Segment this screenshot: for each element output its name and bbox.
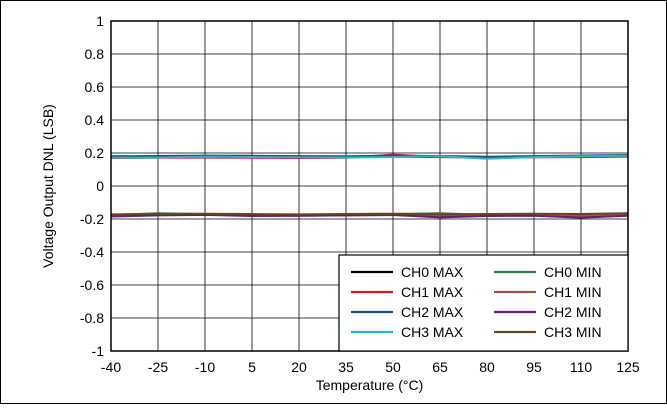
y-tick-label: -0.8	[80, 310, 104, 326]
legend-label: CH0 MAX	[401, 264, 464, 280]
y-tick-label: 0.8	[85, 46, 105, 62]
series-line-ch2-min	[110, 213, 629, 219]
y-tick-label: 1	[96, 13, 104, 29]
x-tick-label: 95	[526, 359, 542, 375]
x-tick-label: 110	[570, 359, 593, 375]
x-tick-label: 5	[248, 359, 256, 375]
x-tick-label: -10	[195, 359, 215, 375]
legend-label: CH3 MAX	[401, 324, 464, 340]
x-tick-label: 20	[291, 359, 307, 375]
y-tick-labels: 1 0.8 0.6 0.4 0.2 0 -0.2 -0.4 -0.6 -0.8 -1	[80, 13, 104, 359]
x-tick-labels: -40 -25 -10 5 20 35 50 65 80 95 110 125	[101, 359, 640, 375]
y-tick-label: -0.4	[80, 244, 104, 260]
y-tick-label: 0.4	[85, 112, 105, 128]
y-tick-label: -1	[92, 343, 105, 359]
y-axis-label: Voltage Output DNL (LSB)	[40, 104, 56, 268]
x-tick-label: 125	[616, 359, 640, 375]
y-tick-label: 0.6	[85, 79, 105, 95]
series-line-ch3-max	[110, 154, 629, 160]
series-line-ch3-min	[110, 212, 629, 216]
legend-label: CH0 MIN	[544, 264, 602, 280]
x-tick-label: -25	[148, 359, 168, 375]
legend-label: CH2 MAX	[401, 304, 464, 320]
x-tick-label: 35	[338, 359, 354, 375]
x-axis-label: Temperature (°C)	[316, 377, 424, 393]
legend-label: CH2 MIN	[544, 304, 602, 320]
y-tick-label: 0	[96, 178, 104, 194]
series-lines	[110, 153, 629, 219]
y-tick-label: -0.6	[80, 277, 104, 293]
x-tick-label: 65	[432, 359, 448, 375]
legend: CH0 MAX CH1 MAX CH2 MAX CH3 MAX CH0 MIN CH1 M…	[338, 254, 629, 352]
legend-label: CH1 MIN	[544, 284, 602, 300]
x-tick-label: -40	[101, 359, 121, 375]
y-tick-label: -0.2	[80, 211, 104, 227]
legend-label: CH3 MIN	[544, 324, 602, 340]
x-tick-label: 80	[479, 359, 495, 375]
x-tick-label: 50	[385, 359, 401, 375]
legend-label: CH1 MAX	[401, 284, 464, 300]
y-tick-label: 0.2	[85, 145, 105, 161]
